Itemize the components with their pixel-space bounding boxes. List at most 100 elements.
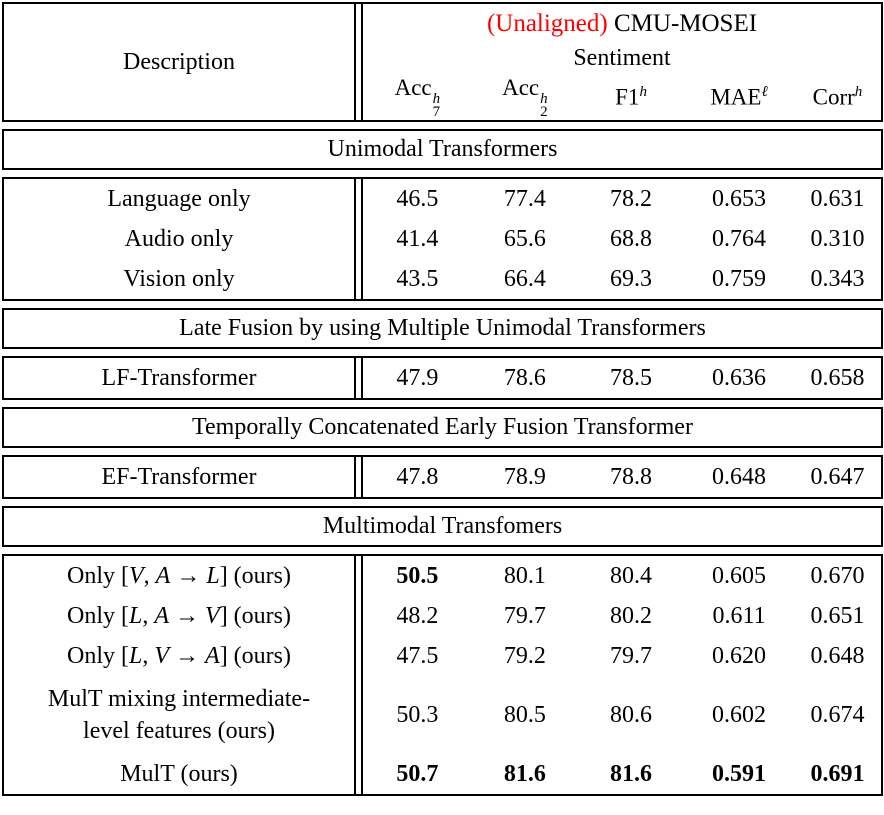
- table-row: Only [V, A → L] (ours) 50.5 80.1 80.4 0.605 0…: [4, 556, 881, 596]
- section-title: Late Fusion by using Multiple Unimodal T…: [179, 315, 706, 341]
- value-cell: 50.7: [396, 760, 439, 787]
- value-cell: 0.602: [712, 701, 767, 728]
- metric-base: F1: [615, 84, 640, 110]
- value-cell: 79.7: [503, 602, 546, 629]
- value-cell: 80.1: [503, 562, 546, 589]
- value-cell: 78.2: [610, 185, 653, 212]
- value-cell: 80.2: [610, 602, 653, 629]
- row-label: MulT mixing intermediate-level features …: [4, 676, 356, 754]
- value-cell: 43.5: [396, 265, 439, 292]
- value-cell: 0.605: [712, 562, 767, 589]
- row-label-line: Only [V, A → L] (ours): [66, 562, 291, 589]
- table-row: Vision only 43.5 66.4 69.3 0.759 0.343: [4, 259, 881, 299]
- table-row: LF-Transformer 47.9 78.6 78.5 0.636 0.658: [4, 358, 881, 398]
- data-rows-box: Only [V, A → L] (ours) 50.5 80.1 80.4 0.605 0…: [2, 554, 883, 796]
- section-title: Temporally Concatenated Early Fusion Tra…: [192, 414, 693, 440]
- metric-sup: h: [432, 90, 441, 107]
- value-cell: 0.648: [712, 463, 767, 490]
- metric-base: Acc: [502, 74, 540, 100]
- row-label: Vision only: [4, 259, 356, 299]
- row-label: Only [L, V → A] (ours): [4, 636, 356, 676]
- row-label-line: Language only: [107, 185, 251, 212]
- metric-sup: ℓ: [761, 83, 768, 100]
- data-rows-box: EF-Transformer 47.8 78.9 78.8 0.648 0.647: [2, 455, 883, 499]
- metric-header-corr: Corrh: [794, 84, 881, 111]
- value-cell: 0.631: [810, 185, 865, 212]
- row-label-line: level features (ours): [83, 718, 275, 744]
- value-cell: 0.653: [712, 185, 767, 212]
- unaligned-label: (Unaligned): [486, 10, 608, 37]
- row-values: 41.4 65.6 68.8 0.764 0.310: [361, 219, 881, 259]
- table-row: Language only 46.5 77.4 78.2 0.653 0.631: [4, 179, 881, 219]
- metric-header-mae: MAEℓ: [684, 84, 794, 111]
- value-cell: 79.7: [610, 642, 653, 669]
- row-label: MulT (ours): [4, 754, 356, 794]
- table-row: MulT mixing intermediate-level features …: [4, 676, 881, 754]
- row-values: 43.5 66.4 69.3 0.759 0.343: [361, 259, 881, 299]
- value-cell: 78.6: [503, 364, 546, 391]
- description-header-cell: Description: [4, 4, 356, 120]
- metric-sub: 7: [432, 104, 441, 120]
- task-label: Sentiment: [573, 45, 671, 71]
- value-cell: 0.636: [712, 364, 767, 391]
- value-cell: 80.4: [610, 562, 653, 589]
- value-cell: 50.5: [396, 562, 439, 589]
- row-values: 50.3 80.5 80.6 0.602 0.674: [361, 676, 881, 754]
- value-cell: 80.6: [610, 701, 653, 728]
- table-row: Only [L, A → V] (ours) 48.2 79.7 80.2 0.611 0…: [4, 596, 881, 636]
- value-cell: 46.5: [396, 185, 439, 212]
- value-cell: 77.4: [503, 185, 546, 212]
- description-label: Description: [123, 48, 235, 75]
- metric-header-f1: F1h: [578, 84, 684, 111]
- value-cell: 0.764: [712, 225, 767, 252]
- row-values: 50.5 80.1 80.4 0.605 0.670: [361, 556, 881, 596]
- metrics-header-cell: (Unaligned) CMU-MOSEI Sentiment Acc h 7 Acc…: [361, 4, 881, 120]
- value-cell: 81.6: [503, 760, 546, 787]
- value-cell: 0.670: [810, 562, 865, 589]
- value-cell: 0.759: [712, 265, 767, 292]
- row-label: Only [L, A → V] (ours): [4, 596, 356, 636]
- value-cell: 80.5: [503, 701, 546, 728]
- row-label-line: MulT (ours): [120, 760, 238, 787]
- dataset-name: CMU-MOSEI: [613, 10, 758, 37]
- row-values: 47.8 78.9 78.8 0.648 0.647: [361, 457, 881, 497]
- value-cell: 47.9: [396, 364, 439, 391]
- section-header-box: Unimodal Transformers: [2, 129, 883, 170]
- dataset-title: (Unaligned) CMU-MOSEI: [363, 8, 881, 42]
- table-row: Only [L, V → A] (ours) 47.5 79.2 79.7 0.620 0…: [4, 636, 881, 676]
- row-values: 48.2 79.7 80.2 0.611 0.651: [361, 596, 881, 636]
- value-cell: 65.6: [503, 225, 546, 252]
- table-row: MulT (ours) 50.7 81.6 81.6 0.591 0.691: [4, 754, 881, 794]
- row-values: 50.7 81.6 81.6 0.591 0.691: [361, 754, 881, 794]
- row-label-line: Audio only: [124, 225, 234, 252]
- table-header-box: Description (Unaligned) CMU-MOSEI Sentim…: [2, 2, 883, 122]
- value-cell: 41.4: [396, 225, 439, 252]
- value-cell: 47.8: [396, 463, 439, 490]
- value-cell: 78.5: [610, 364, 653, 391]
- metric-sub: 2: [540, 104, 548, 120]
- value-cell: 0.691: [810, 760, 865, 787]
- value-cell: 0.658: [810, 364, 865, 391]
- row-values: 47.5 79.2 79.7 0.620 0.648: [361, 636, 881, 676]
- value-cell: 50.3: [396, 701, 439, 728]
- row-label: Language only: [4, 179, 356, 219]
- value-cell: 78.8: [610, 463, 653, 490]
- metrics-row: Acc h 7 Acc h 2 F1h MAEℓ Corrh: [363, 74, 881, 120]
- row-values: 46.5 77.4 78.2 0.653 0.631: [361, 179, 881, 219]
- value-cell: 0.647: [810, 463, 865, 490]
- row-label: Only [V, A → L] (ours): [4, 556, 356, 596]
- data-rows-box: LF-Transformer 47.9 78.6 78.5 0.636 0.658: [2, 356, 883, 400]
- metric-sup: h: [854, 83, 863, 100]
- value-cell: 68.8: [610, 225, 653, 252]
- value-cell: 48.2: [396, 602, 439, 629]
- section-title: Multimodal Transfomers: [322, 513, 563, 539]
- metric-base: Corr: [812, 84, 855, 110]
- row-label: EF-Transformer: [4, 457, 356, 497]
- value-cell: 0.343: [810, 265, 865, 292]
- row-values: 47.9 78.6 78.5 0.636 0.658: [361, 358, 881, 398]
- row-label-line: LF-Transformer: [101, 364, 257, 391]
- row-label-line: Only [L, A → V] (ours): [66, 602, 291, 629]
- metric-base: MAE: [710, 84, 762, 110]
